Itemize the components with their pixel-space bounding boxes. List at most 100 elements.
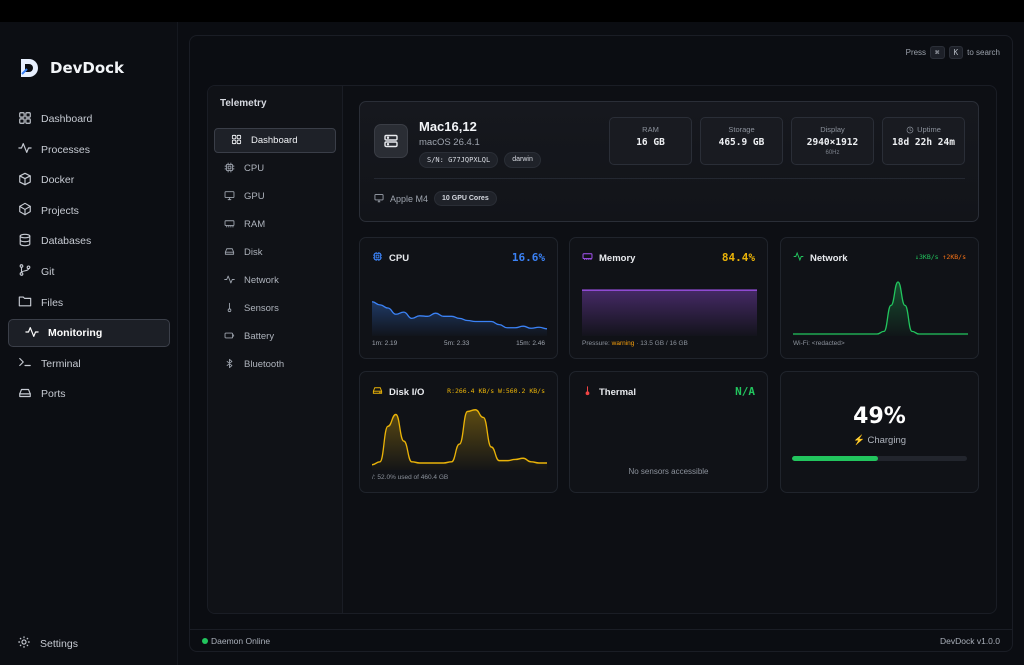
thermal-value: N/A bbox=[735, 385, 755, 398]
host-os: macOS 26.4.1 bbox=[419, 137, 480, 148]
telemetry-item-disk[interactable]: Disk bbox=[214, 240, 336, 265]
load-5m: 5m: 2.33 bbox=[444, 340, 470, 347]
sidebar-item-label: Terminal bbox=[41, 357, 81, 370]
host-model: Mac16,12 bbox=[419, 119, 477, 134]
chart-series-line bbox=[372, 408, 547, 466]
sidebar-item-files[interactable]: Files bbox=[8, 289, 170, 317]
thermometer-icon bbox=[582, 385, 593, 399]
cpu-usage-value: 16.6% bbox=[511, 251, 545, 264]
stat-value: 16 GB bbox=[636, 137, 665, 148]
app-window: DevDock Dashboard Processes Docker Projects… bbox=[0, 22, 1024, 665]
activity-icon bbox=[25, 325, 39, 342]
thermal-card[interactable]: Thermal N/A No sensors accessible bbox=[569, 371, 768, 493]
network-card-header: Network bbox=[793, 251, 847, 265]
sidebar-item-label: Docker bbox=[41, 174, 75, 187]
stat-value: 2940×1912 bbox=[806, 137, 859, 148]
telemetry-item-label: Battery bbox=[244, 331, 275, 342]
wifi-info: Wi-Fi: <redacted> bbox=[793, 340, 845, 347]
daemon-status-label: Daemon Online bbox=[211, 635, 271, 646]
disk-usage: /: 52.0% used of 460.4 GB bbox=[372, 474, 449, 481]
battery-level-fill bbox=[792, 456, 878, 461]
memory-card-title: Memory bbox=[599, 252, 636, 264]
disk-io-card[interactable]: Disk I/O R:266.4 KB/s W:560.2 KB/s /: 52… bbox=[359, 371, 558, 493]
app-logo[interactable]: DevDock bbox=[18, 57, 124, 79]
load-15m: 15m: 2.46 bbox=[516, 340, 545, 347]
telemetry-item-bluetooth[interactable]: Bluetooth bbox=[214, 352, 336, 377]
telemetry-item-label: GPU bbox=[244, 191, 265, 202]
telemetry-item-ram[interactable]: RAM bbox=[214, 212, 336, 237]
cpu-usage-chart bbox=[372, 301, 547, 336]
pressure-value: warning bbox=[611, 340, 635, 347]
sidebar-item-processes[interactable]: Processes bbox=[8, 136, 170, 164]
sidebar-item-label: Dashboard bbox=[41, 113, 93, 125]
sidebar-item-databases[interactable]: Databases bbox=[8, 227, 170, 255]
load-averages: 1m: 2.19 5m: 2.33 15m: 2.46 bbox=[372, 340, 545, 347]
sidebar-item-settings[interactable]: Settings bbox=[17, 635, 78, 652]
memory-icon bbox=[224, 218, 235, 232]
telemetry-item-sensors[interactable]: Sensors bbox=[214, 296, 336, 321]
sidebar-item-label: Processes bbox=[41, 143, 91, 156]
monitor-icon bbox=[374, 193, 384, 205]
stat-label-text: Storage bbox=[728, 125, 755, 134]
stat-label-text: RAM bbox=[642, 125, 659, 134]
sidebar-item-label: Git bbox=[41, 265, 55, 278]
telemetry-item-label: Dashboard bbox=[251, 135, 298, 146]
stat-label: Display bbox=[820, 125, 845, 134]
stat-label-text: Uptime bbox=[917, 125, 941, 134]
stat-label: RAM bbox=[642, 125, 659, 134]
cpu-icon bbox=[224, 162, 235, 176]
activity-icon bbox=[18, 141, 32, 158]
hard-drive-icon bbox=[372, 385, 383, 399]
network-chart bbox=[793, 281, 968, 336]
chart-area bbox=[372, 409, 547, 470]
box-icon bbox=[18, 172, 32, 189]
gpu-cores-badge: 10 GPU Cores bbox=[434, 191, 497, 206]
stat-display: Display 2940×1912 60Hz bbox=[791, 117, 874, 165]
memory-usage-value: 84.4% bbox=[721, 251, 755, 264]
hard-drive-icon bbox=[18, 386, 32, 403]
sidebar-item-docker[interactable]: Docker bbox=[8, 166, 170, 194]
telemetry-item-cpu[interactable]: CPU bbox=[214, 156, 336, 181]
k-key: K bbox=[948, 46, 964, 59]
cpu-icon bbox=[372, 251, 383, 265]
serial-badge: S/N: G77JQPXLQL bbox=[419, 152, 499, 168]
telemetry-item-gpu[interactable]: GPU bbox=[214, 184, 336, 209]
host-stats: RAM 16 GB Storage 465.9 GB Display 2940×1912 6… bbox=[609, 117, 965, 165]
sidebar-nav: Dashboard Processes Docker Projects Database… bbox=[8, 105, 170, 411]
telemetry-sidebar: Telemetry Dashboard CPU GPU RAM Disk Network S… bbox=[208, 86, 343, 613]
telemetry-item-network[interactable]: Network bbox=[214, 268, 336, 293]
sidebar-item-monitoring[interactable]: Monitoring bbox=[8, 319, 170, 348]
telemetry-item-label: Sensors bbox=[244, 303, 279, 314]
stat-ram: RAM 16 GB bbox=[609, 117, 692, 165]
disk-rates: R:266.4 KB/s W:560.2 KB/s bbox=[447, 387, 545, 395]
sidebar: DevDock Dashboard Processes Docker Projects… bbox=[0, 22, 178, 665]
sidebar-item-ports[interactable]: Ports bbox=[8, 380, 170, 408]
main-frame: Press ⌘ K to search Telemetry Dashboard C… bbox=[189, 35, 1013, 652]
sidebar-item-git[interactable]: Git bbox=[8, 258, 170, 286]
telemetry-item-dashboard[interactable]: Dashboard bbox=[214, 128, 336, 153]
version-label: DevDock v1.0.0 bbox=[940, 635, 1000, 646]
terminal-icon bbox=[18, 355, 32, 372]
network-card[interactable]: Network ↓3KB/s ↑2KB/s Wi-Fi: <redacted> bbox=[780, 237, 979, 359]
telemetry-item-label: Network bbox=[244, 275, 279, 286]
memory-card-header: Memory bbox=[582, 251, 635, 265]
cpu-card-title: CPU bbox=[389, 252, 410, 264]
sidebar-item-dashboard[interactable]: Dashboard bbox=[8, 105, 170, 133]
sidebar-item-label: Files bbox=[41, 296, 64, 309]
sidebar-item-terminal[interactable]: Terminal bbox=[8, 350, 170, 378]
telemetry-item-battery[interactable]: Battery bbox=[214, 324, 336, 349]
chart-series-line bbox=[372, 301, 547, 330]
stat-value: 465.9 GB bbox=[718, 137, 765, 148]
folder-icon bbox=[18, 294, 32, 311]
host-tags: S/N: G77JQPXLQL darwin bbox=[419, 152, 541, 168]
online-dot-icon bbox=[202, 638, 208, 645]
cpu-card[interactable]: CPU 16.6% 1m: 2.19 5m: 2.33 15m: 2.46 bbox=[359, 237, 558, 359]
platform-badge: darwin bbox=[504, 152, 541, 168]
sidebar-item-projects[interactable]: Projects bbox=[8, 197, 170, 225]
memory-card[interactable]: Memory 84.4% Pressure: warning · 13.5 GB… bbox=[569, 237, 768, 359]
telemetry-item-label: Bluetooth bbox=[244, 359, 285, 370]
stat-label: Storage bbox=[728, 125, 754, 134]
battery-card[interactable]: 49% ⚡ Charging bbox=[780, 371, 979, 493]
search-hint[interactable]: Press ⌘ K to search bbox=[906, 46, 1000, 59]
telemetry-item-label: RAM bbox=[244, 219, 266, 230]
